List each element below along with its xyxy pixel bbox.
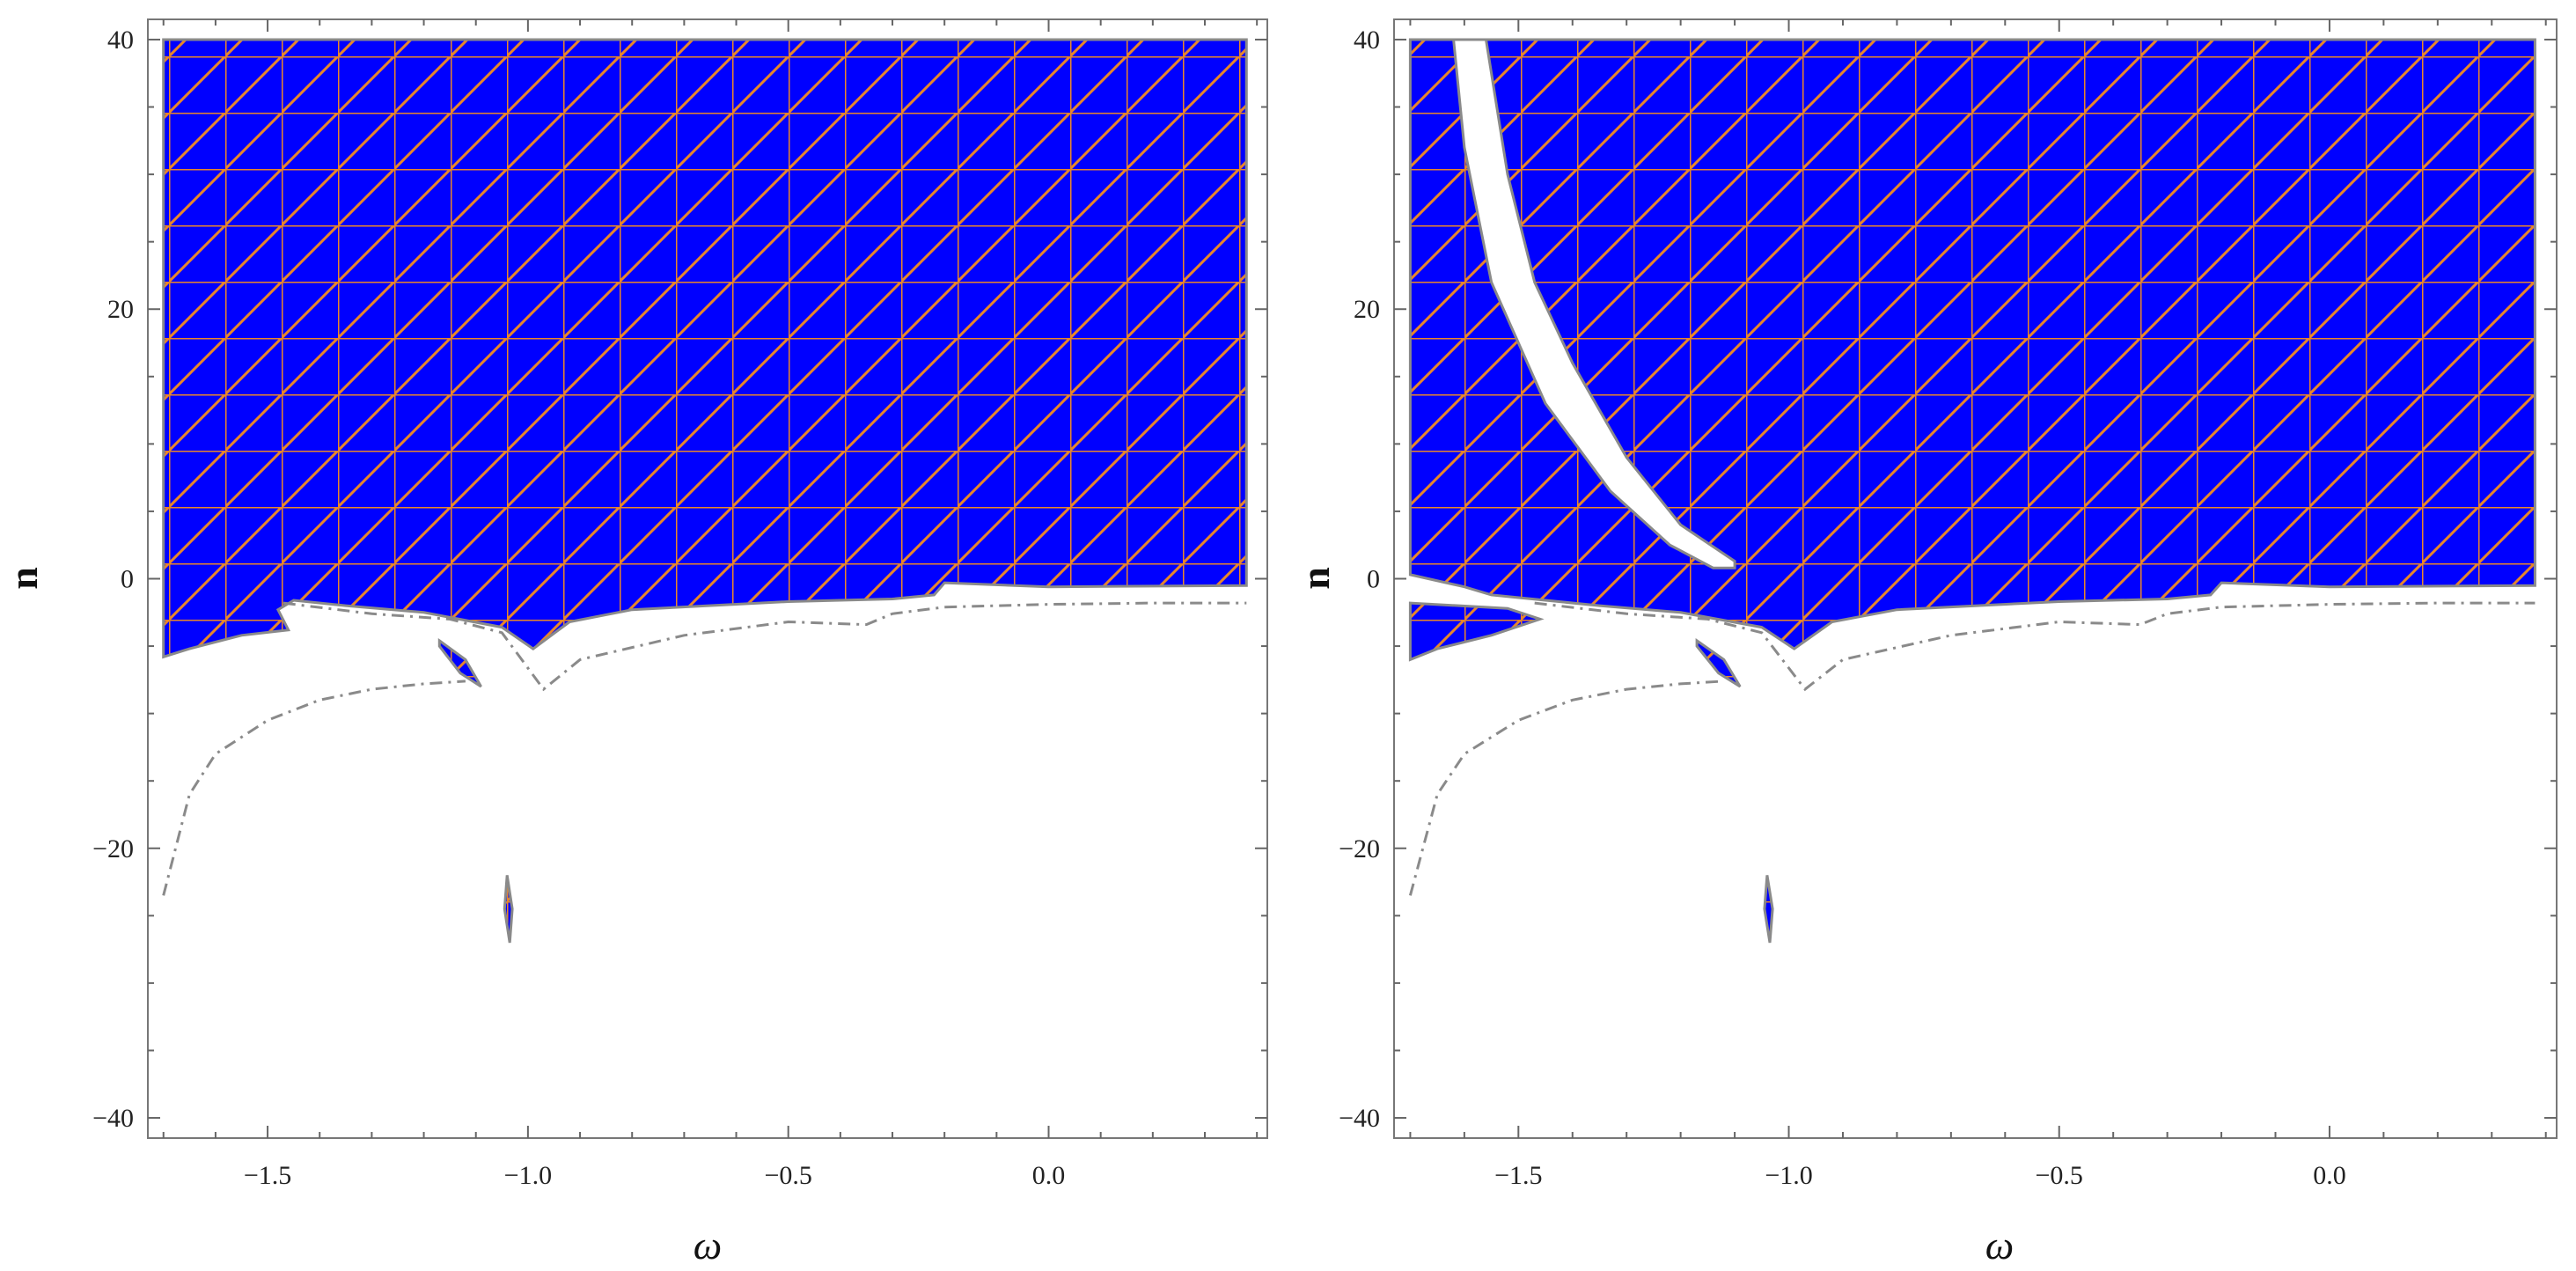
region-right-1	[1408, 601, 1545, 662]
gap-right-4	[1451, 38, 1736, 569]
region-left-0	[162, 38, 1248, 659]
region-right-2	[1695, 638, 1742, 688]
y-tick-label-right: −40	[1339, 1104, 1380, 1133]
boundary-curve-right-6	[1408, 680, 1724, 896]
region-left-2	[503, 875, 514, 944]
y-tick-label-left: 0	[121, 565, 134, 594]
y-tick-label-right: 40	[1354, 26, 1380, 55]
y-tick-label-left: 40	[107, 26, 134, 55]
boundary-curve-right-5	[1534, 601, 2536, 692]
x-tick-label-left: −1.0	[504, 1161, 552, 1190]
y-axis-title-right: n	[1293, 567, 1338, 590]
region-right-3	[1763, 875, 1774, 944]
y-tick-label-left: 20	[107, 295, 134, 324]
boundary-curve-left-3	[283, 601, 1247, 692]
region-right-0	[1408, 38, 2536, 650]
y-tick-label-right: 20	[1354, 295, 1380, 324]
x-axis-title-left: ω	[694, 1223, 722, 1267]
x-tick-label-right: −0.5	[2036, 1161, 2083, 1190]
x-tick-label-left: 0.0	[1032, 1161, 1066, 1190]
ticks-right: −1.5 −1.0 −0.5 0.0 −40 −20 0 20 40	[1339, 19, 2557, 1190]
region-left-1	[437, 637, 482, 688]
x-axis-title-right: ω	[1985, 1223, 2014, 1267]
x-tick-label-right: −1.5	[1494, 1161, 1542, 1190]
x-tick-label-right: 0.0	[2313, 1161, 2346, 1190]
x-tick-label-right: −1.0	[1765, 1161, 1812, 1190]
y-tick-label-right: 0	[1367, 565, 1380, 594]
panel-left: −1.5 −1.0 −0.5 0.0 −40 −20 0 20 40 ω n	[1, 18, 1268, 1267]
y-tick-label-left: −20	[92, 834, 134, 863]
panel-right: −1.5 −1.0 −0.5 0.0 −40 −20 0 20 40 ω n	[1293, 18, 2558, 1267]
plot-area-left	[162, 38, 1248, 944]
boundary-curve-left-4	[162, 680, 466, 896]
y-tick-label-right: −20	[1339, 834, 1380, 863]
y-axis-title-left: n	[1, 567, 46, 590]
plot-area-right	[1408, 38, 2536, 944]
x-tick-label-left: −0.5	[764, 1161, 811, 1190]
x-tick-label-left: −1.5	[244, 1161, 291, 1190]
y-tick-label-left: −40	[92, 1104, 134, 1133]
ticks-left: −1.5 −1.0 −0.5 0.0 −40 −20 0 20 40	[92, 19, 1267, 1190]
